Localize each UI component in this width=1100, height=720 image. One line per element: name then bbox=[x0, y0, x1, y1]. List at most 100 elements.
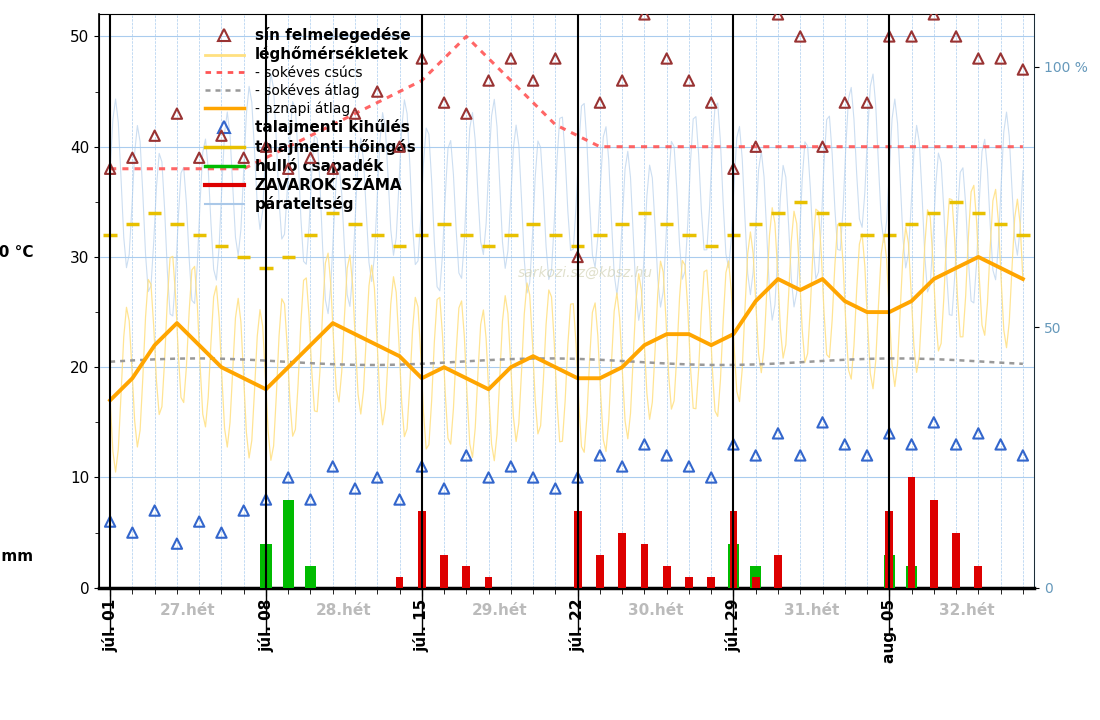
Point bbox=[146, 130, 164, 141]
Text: 31.hét: 31.hét bbox=[783, 603, 839, 618]
Point bbox=[658, 53, 675, 64]
Point bbox=[279, 472, 297, 483]
Point bbox=[791, 31, 808, 42]
Point bbox=[880, 31, 898, 42]
Point bbox=[412, 53, 430, 64]
Text: 0 db, mm: 0 db, mm bbox=[0, 549, 33, 564]
Bar bbox=[729, 510, 737, 588]
Point bbox=[903, 31, 921, 42]
Point bbox=[703, 472, 720, 483]
Point bbox=[947, 438, 965, 450]
Point bbox=[235, 152, 253, 163]
Point bbox=[480, 472, 497, 483]
Bar bbox=[707, 577, 715, 588]
Bar bbox=[618, 533, 626, 588]
Bar bbox=[886, 510, 893, 588]
Point bbox=[390, 141, 408, 153]
Point bbox=[212, 130, 230, 141]
Point bbox=[614, 461, 631, 472]
Point bbox=[368, 472, 386, 483]
Point bbox=[412, 461, 430, 472]
Bar bbox=[685, 577, 693, 588]
Point bbox=[301, 494, 319, 505]
Point bbox=[1014, 450, 1032, 462]
Point bbox=[614, 75, 631, 86]
Point bbox=[168, 108, 186, 120]
Point bbox=[1014, 64, 1032, 76]
Point bbox=[858, 97, 876, 109]
Point bbox=[703, 97, 720, 109]
Point bbox=[257, 494, 275, 505]
Point bbox=[814, 141, 832, 153]
Point bbox=[858, 450, 876, 462]
Bar bbox=[975, 566, 982, 588]
Point bbox=[969, 428, 987, 439]
Text: 29.hét: 29.hét bbox=[472, 603, 528, 618]
Point bbox=[502, 53, 519, 64]
Point bbox=[279, 163, 297, 174]
Point bbox=[747, 141, 764, 153]
Point bbox=[925, 9, 943, 20]
Point bbox=[836, 438, 854, 450]
Point bbox=[346, 482, 364, 494]
Point bbox=[569, 251, 586, 263]
Point bbox=[235, 505, 253, 516]
Point bbox=[591, 97, 608, 109]
Bar bbox=[283, 500, 294, 588]
Point bbox=[323, 163, 341, 174]
Point bbox=[190, 152, 208, 163]
Text: sarkozi.sz@kbsz.hu: sarkozi.sz@kbsz.hu bbox=[518, 266, 652, 279]
Point bbox=[591, 450, 608, 462]
Point bbox=[992, 438, 1010, 450]
Point bbox=[212, 527, 230, 539]
Text: 30.hét: 30.hét bbox=[628, 603, 683, 618]
Bar bbox=[908, 477, 915, 588]
Bar bbox=[728, 544, 739, 588]
Bar bbox=[640, 544, 648, 588]
Point bbox=[346, 108, 364, 120]
Point bbox=[390, 494, 408, 505]
Bar bbox=[774, 554, 782, 588]
Bar bbox=[396, 577, 404, 588]
Point bbox=[458, 108, 475, 120]
Bar bbox=[574, 510, 582, 588]
Point bbox=[123, 527, 141, 539]
Point bbox=[436, 97, 453, 109]
Point bbox=[502, 461, 519, 472]
Bar bbox=[485, 577, 493, 588]
Bar bbox=[883, 554, 895, 588]
Point bbox=[836, 97, 854, 109]
Point bbox=[323, 461, 341, 472]
Point bbox=[969, 53, 987, 64]
Bar bbox=[596, 554, 604, 588]
Point bbox=[146, 505, 164, 516]
Point bbox=[925, 417, 943, 428]
Point bbox=[458, 450, 475, 462]
Point bbox=[725, 438, 742, 450]
Bar bbox=[418, 510, 426, 588]
Point bbox=[903, 438, 921, 450]
Bar bbox=[305, 566, 316, 588]
Point bbox=[301, 152, 319, 163]
Point bbox=[547, 53, 564, 64]
Text: 27.hét: 27.hét bbox=[161, 603, 216, 618]
Point bbox=[101, 163, 119, 174]
Point bbox=[547, 482, 564, 494]
Point bbox=[880, 428, 898, 439]
Point bbox=[101, 516, 119, 527]
Point bbox=[123, 152, 141, 163]
Point bbox=[636, 438, 653, 450]
Bar bbox=[261, 544, 272, 588]
Bar bbox=[462, 566, 470, 588]
Point bbox=[480, 75, 497, 86]
Point bbox=[814, 417, 832, 428]
Point bbox=[747, 450, 764, 462]
Point bbox=[658, 450, 675, 462]
Point bbox=[992, 53, 1010, 64]
Bar bbox=[663, 566, 671, 588]
Bar bbox=[751, 577, 760, 588]
Point bbox=[525, 472, 542, 483]
Bar bbox=[750, 566, 761, 588]
Point bbox=[769, 9, 786, 20]
Point bbox=[791, 450, 808, 462]
